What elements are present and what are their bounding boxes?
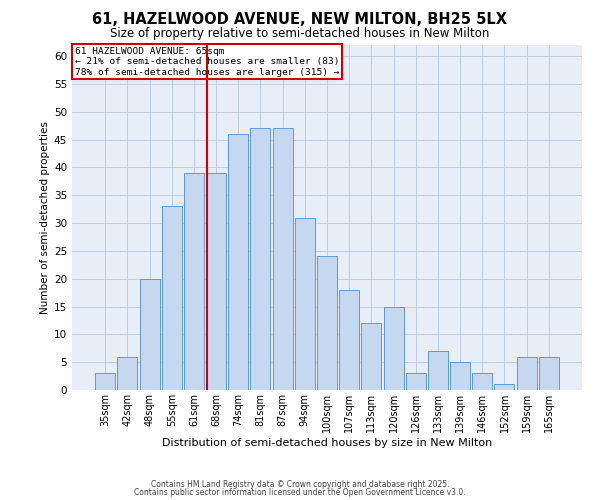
Bar <box>272 128 293 390</box>
Bar <box>361 323 382 390</box>
Text: Contains HM Land Registry data © Crown copyright and database right 2025.: Contains HM Land Registry data © Crown c… <box>151 480 449 489</box>
Bar <box>472 374 492 390</box>
Bar <box>383 306 404 390</box>
Bar <box>539 356 559 390</box>
Y-axis label: Number of semi-detached properties: Number of semi-detached properties <box>40 121 50 314</box>
Text: Size of property relative to semi-detached houses in New Milton: Size of property relative to semi-detach… <box>110 28 490 40</box>
Bar <box>228 134 248 390</box>
Bar <box>162 206 182 390</box>
Bar <box>184 173 204 390</box>
Text: 61 HAZELWOOD AVENUE: 65sqm
← 21% of semi-detached houses are smaller (83)
78% of: 61 HAZELWOOD AVENUE: 65sqm ← 21% of semi… <box>74 46 339 76</box>
Bar <box>339 290 359 390</box>
Bar <box>118 356 137 390</box>
Bar <box>250 128 271 390</box>
Bar <box>517 356 536 390</box>
Text: Contains public sector information licensed under the Open Government Licence v3: Contains public sector information licen… <box>134 488 466 497</box>
X-axis label: Distribution of semi-detached houses by size in New Milton: Distribution of semi-detached houses by … <box>162 438 492 448</box>
Bar <box>317 256 337 390</box>
Bar <box>295 218 315 390</box>
Bar <box>206 173 226 390</box>
Bar <box>406 374 426 390</box>
Bar <box>494 384 514 390</box>
Bar <box>428 351 448 390</box>
Bar <box>140 278 160 390</box>
Text: 61, HAZELWOOD AVENUE, NEW MILTON, BH25 5LX: 61, HAZELWOOD AVENUE, NEW MILTON, BH25 5… <box>92 12 508 28</box>
Bar <box>95 374 115 390</box>
Bar <box>450 362 470 390</box>
